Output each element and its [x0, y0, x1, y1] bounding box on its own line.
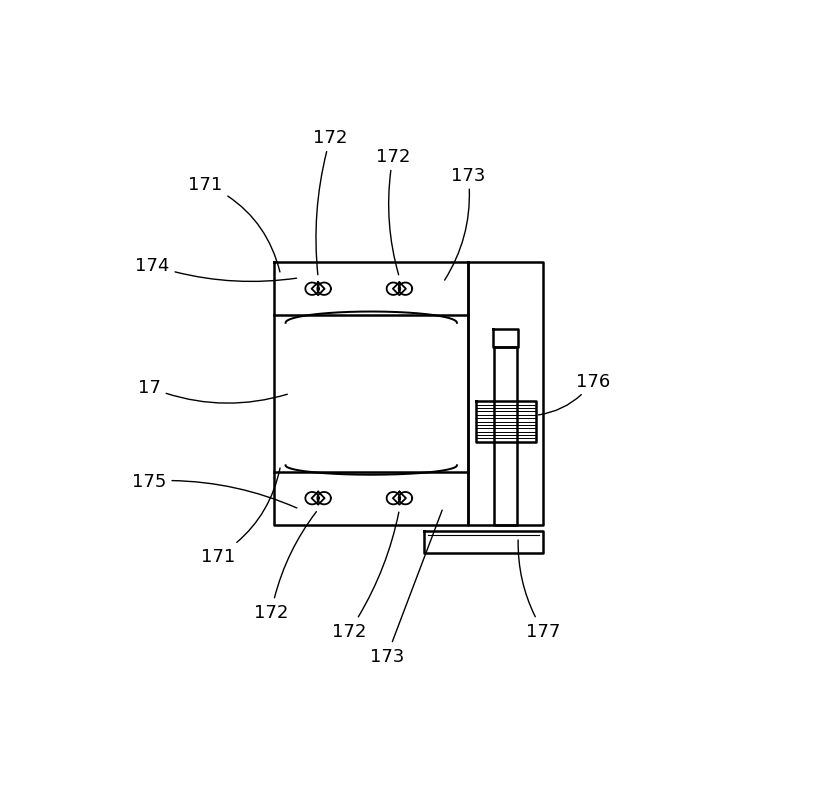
Text: 17: 17: [138, 379, 288, 404]
Text: 173: 173: [370, 510, 442, 665]
Text: 174: 174: [136, 257, 297, 282]
Text: 172: 172: [254, 512, 316, 621]
Text: 175: 175: [132, 472, 297, 508]
Text: 172: 172: [332, 513, 399, 640]
Text: 172: 172: [313, 129, 348, 276]
Text: 176: 176: [538, 372, 611, 415]
Text: 171: 171: [201, 469, 280, 565]
Text: 173: 173: [445, 166, 485, 281]
Text: 172: 172: [376, 148, 410, 276]
Text: 171: 171: [188, 176, 280, 272]
Text: 177: 177: [518, 540, 561, 640]
